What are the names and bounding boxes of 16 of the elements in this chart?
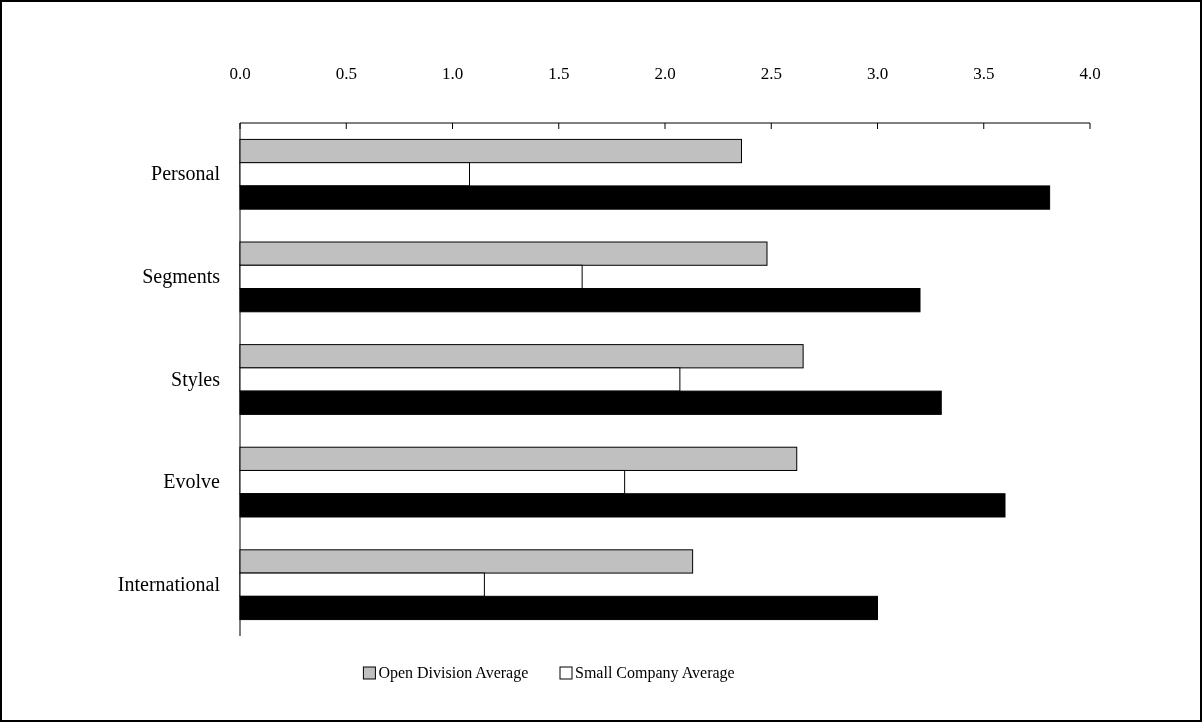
x-tick-label: 4.0 xyxy=(1079,64,1101,83)
x-tick-label: 1.0 xyxy=(441,64,464,83)
x-tick-label: 2.5 xyxy=(760,64,782,83)
y-tick-label: Personal xyxy=(151,162,221,185)
x-tick-label: 3.5 xyxy=(973,64,995,83)
legend-label: Open Division Average xyxy=(378,664,529,682)
x-tick-label: 3.0 xyxy=(866,64,889,83)
y-tick-label: Styles xyxy=(171,367,221,391)
x-tick-label: 0.0 xyxy=(229,64,251,83)
legend-label: Small Company Average xyxy=(575,664,735,682)
x-tick-label: 1.5 xyxy=(548,64,570,83)
x-tick-label: 2.0 xyxy=(654,64,676,83)
y-tick-label: Segments xyxy=(142,264,221,288)
x-tick-label: 0.5 xyxy=(335,64,357,83)
y-tick-label: International xyxy=(117,572,221,595)
y-tick-label: Evolve xyxy=(163,470,221,493)
